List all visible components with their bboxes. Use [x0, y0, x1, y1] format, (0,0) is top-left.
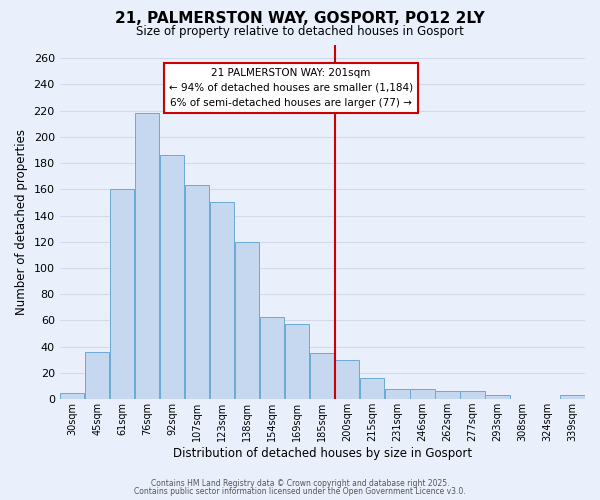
- Text: 21, PALMERSTON WAY, GOSPORT, PO12 2LY: 21, PALMERSTON WAY, GOSPORT, PO12 2LY: [115, 11, 485, 26]
- Text: 21 PALMERSTON WAY: 201sqm
← 94% of detached houses are smaller (1,184)
6% of sem: 21 PALMERSTON WAY: 201sqm ← 94% of detac…: [169, 68, 413, 108]
- Bar: [85, 352, 109, 399]
- Bar: [560, 395, 584, 399]
- Bar: [285, 324, 310, 399]
- Text: Contains public sector information licensed under the Open Government Licence v3: Contains public sector information licen…: [134, 488, 466, 496]
- Bar: [485, 395, 509, 399]
- Bar: [60, 392, 85, 399]
- Text: Contains HM Land Registry data © Crown copyright and database right 2025.: Contains HM Land Registry data © Crown c…: [151, 480, 449, 488]
- Bar: [235, 242, 259, 399]
- Bar: [260, 316, 284, 399]
- Y-axis label: Number of detached properties: Number of detached properties: [15, 129, 28, 315]
- Bar: [310, 354, 334, 399]
- Bar: [335, 360, 359, 399]
- Bar: [135, 113, 160, 399]
- Bar: [410, 388, 434, 399]
- Bar: [110, 190, 134, 399]
- Bar: [210, 202, 235, 399]
- Bar: [360, 378, 385, 399]
- Bar: [435, 392, 460, 399]
- Text: Size of property relative to detached houses in Gosport: Size of property relative to detached ho…: [136, 25, 464, 38]
- Bar: [160, 155, 184, 399]
- Bar: [185, 186, 209, 399]
- Bar: [460, 392, 485, 399]
- X-axis label: Distribution of detached houses by size in Gosport: Distribution of detached houses by size …: [173, 447, 472, 460]
- Bar: [385, 388, 410, 399]
